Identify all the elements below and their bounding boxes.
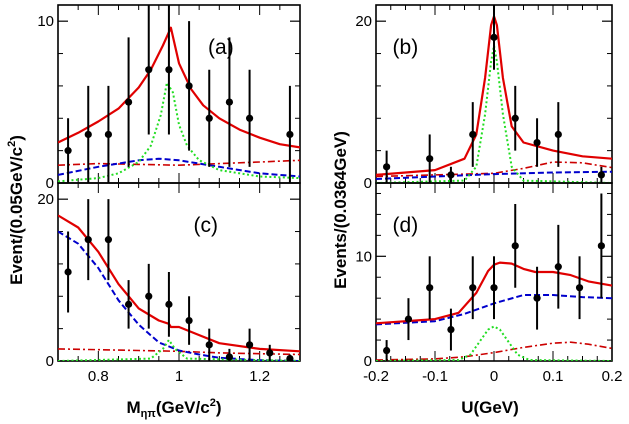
data-point [533, 294, 541, 302]
data-point [511, 242, 519, 250]
data-point [185, 82, 193, 90]
panel-label: (c) [194, 214, 219, 237]
data-point [84, 236, 92, 244]
x-tick-label: 1.2 [249, 368, 270, 385]
background1-curve [376, 170, 612, 180]
panel-a: 0 10 (a) [37, 4, 301, 192]
data-point [490, 33, 498, 41]
total-curve [376, 15, 612, 176]
right-y-axis-title: Events/(0.0364GeV) [331, 131, 350, 289]
total-curve [58, 214, 300, 353]
x-tick-label: -0.2 [363, 368, 389, 385]
data-point [104, 130, 113, 139]
x-tick-label: -0.1 [422, 368, 448, 385]
data-point [447, 325, 455, 334]
panel-c: 0 20 0.8 1 1.2 (c) [37, 182, 301, 385]
data-point [205, 114, 213, 122]
data-point [575, 284, 584, 292]
data-point [383, 346, 391, 355]
background2-curve [58, 159, 300, 166]
data-point [597, 171, 605, 179]
x-tick-label: 0 [490, 368, 498, 385]
signal-curve [376, 44, 612, 183]
y-tick-label: 20 [355, 13, 372, 30]
data-point [104, 236, 113, 244]
data-point [426, 155, 434, 163]
data-point [245, 114, 254, 122]
y-tick-label: 10 [37, 13, 54, 30]
data-point [225, 98, 234, 106]
x-tick-label: 0.8 [88, 368, 109, 385]
total-curve [58, 26, 300, 149]
data-point [286, 354, 294, 361]
data-point [490, 284, 498, 292]
data-point [383, 163, 391, 171]
panel-label: (b) [393, 36, 419, 59]
data-point [205, 341, 213, 349]
x-tick-label: 0.2 [602, 368, 623, 385]
data-point [145, 66, 153, 74]
data-point [124, 300, 133, 308]
y-tick-label: 0 [364, 353, 372, 370]
data-point [84, 130, 92, 139]
right-x-axis-title: U(GeV) [461, 398, 519, 417]
left-x-axis-title: Mηπ(GeV/c2) [127, 397, 222, 420]
background1-curve [58, 230, 300, 361]
y-tick-label: 20 [37, 191, 54, 208]
panel-d: 0 10 -0.2 -0.1 0 0.1 0.2 (d) [355, 182, 623, 385]
signal-curve [58, 339, 300, 361]
data-point [266, 349, 274, 357]
data-point [533, 138, 541, 147]
x-tick-label: 0.1 [543, 368, 564, 385]
data-point [286, 130, 294, 139]
panel-b: 0 20 (b) [355, 4, 613, 192]
y-tick-label: 0 [364, 175, 372, 192]
data-point [404, 315, 413, 323]
x-tick-label: 1 [175, 368, 183, 385]
data-point [165, 300, 173, 308]
background1-curve [376, 294, 612, 326]
data-point [597, 242, 605, 250]
data-point [554, 130, 562, 139]
data-point [469, 284, 477, 292]
data-point [511, 114, 519, 122]
plot-frame [57, 182, 301, 362]
data-point [447, 171, 455, 179]
plot-frame [57, 4, 301, 184]
signal-curve [376, 325, 612, 361]
data-point [245, 341, 254, 349]
data-point [554, 263, 562, 271]
y-tick-label: 0 [46, 175, 54, 192]
data-point [64, 147, 72, 155]
background1-curve [58, 157, 300, 178]
total-curve [376, 261, 612, 325]
data-point [426, 284, 434, 292]
data-point [64, 268, 72, 276]
data-point [124, 98, 133, 106]
y-tick-label: 10 [355, 248, 372, 265]
data-point [469, 130, 477, 139]
panel-label: (d) [393, 214, 419, 237]
left-y-axis-title: Event/(0.05GeV/c2) [6, 135, 26, 285]
data-point [165, 66, 173, 74]
data-point [185, 316, 193, 325]
data-point [225, 353, 234, 361]
panel-label: (a) [208, 36, 234, 59]
data-point [145, 292, 153, 300]
y-tick-label: 0 [46, 353, 54, 370]
